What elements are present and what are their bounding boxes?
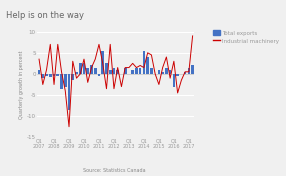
Legend: Total exports, Industrial machinery: Total exports, Industrial machinery xyxy=(212,29,280,45)
Bar xyxy=(143,51,145,74)
Bar xyxy=(56,74,59,76)
Bar xyxy=(176,74,179,76)
Bar xyxy=(109,70,112,74)
Bar xyxy=(94,68,97,74)
Bar xyxy=(150,68,153,74)
Bar xyxy=(60,74,63,89)
Bar xyxy=(83,63,85,74)
Bar xyxy=(41,74,44,78)
Bar xyxy=(191,65,194,74)
Bar xyxy=(53,74,55,76)
Bar xyxy=(75,72,78,74)
Y-axis label: Quarterly growth in percent: Quarterly growth in percent xyxy=(19,50,24,119)
Bar xyxy=(135,68,138,74)
Text: Source: Statistics Canada: Source: Statistics Canada xyxy=(83,168,146,174)
Bar xyxy=(72,74,74,80)
Bar xyxy=(105,63,108,74)
Bar xyxy=(161,72,164,74)
Bar xyxy=(131,70,134,74)
Bar xyxy=(146,57,149,74)
Bar xyxy=(86,68,89,74)
Bar xyxy=(184,72,186,74)
Bar xyxy=(102,51,104,74)
Bar xyxy=(116,70,119,74)
Bar xyxy=(68,74,70,110)
Bar xyxy=(90,65,93,74)
Bar xyxy=(188,68,190,74)
Bar xyxy=(165,68,168,74)
Bar xyxy=(64,74,67,87)
Bar xyxy=(139,68,142,74)
Text: Help is on the way: Help is on the way xyxy=(6,11,84,20)
Bar xyxy=(45,74,48,76)
Bar xyxy=(49,74,51,77)
Bar xyxy=(158,70,160,74)
Bar xyxy=(38,70,40,74)
Bar xyxy=(172,74,175,87)
Bar xyxy=(169,70,171,74)
Bar xyxy=(113,68,115,74)
Bar xyxy=(98,74,100,76)
Bar xyxy=(79,63,82,74)
Bar xyxy=(124,68,126,74)
